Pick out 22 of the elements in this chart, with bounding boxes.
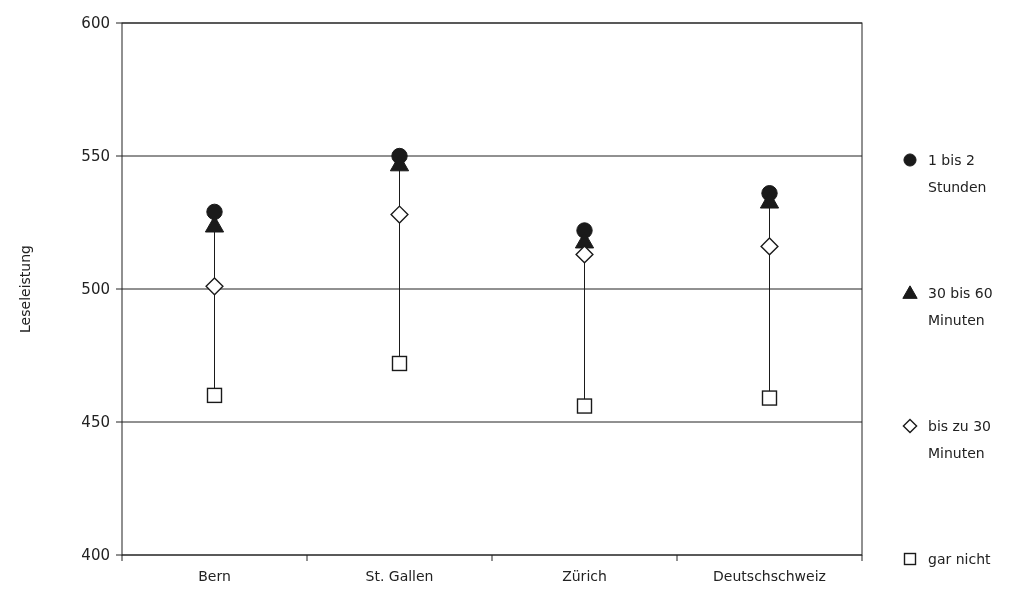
y-tick-label: 600 — [81, 14, 110, 33]
x-tick-label: Deutschschweiz — [713, 568, 826, 584]
point — [760, 237, 779, 256]
point — [576, 398, 593, 414]
point — [575, 245, 594, 264]
point — [391, 355, 408, 372]
y-axis-title: Leseleistung — [17, 245, 33, 333]
legend-label: 1 bis 2 Stunden — [928, 151, 987, 195]
y-tick-label: 450 — [81, 413, 110, 432]
y-tick-label: 550 — [81, 147, 110, 166]
point — [390, 205, 409, 224]
x-tick-label: Zürich — [562, 568, 607, 584]
x-tick-label: St. Gallen — [365, 568, 434, 584]
y-tick-label: 500 — [81, 280, 110, 299]
legend-label: gar nicht — [928, 550, 991, 567]
y-tick-label: 400 — [81, 546, 110, 565]
x-tick-label: Bern — [198, 568, 231, 584]
legend-label: bis zu 30 Minuten — [928, 417, 992, 461]
point — [761, 390, 778, 406]
point — [206, 387, 223, 404]
legend-label: 30 bis 60 Minuten — [928, 284, 993, 328]
point — [205, 277, 224, 296]
